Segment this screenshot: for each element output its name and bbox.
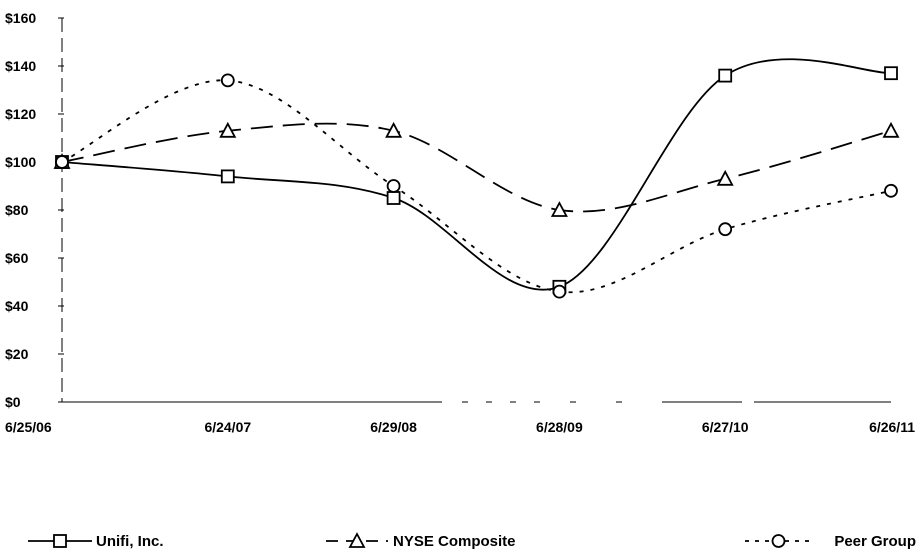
- series-1: [53, 121, 900, 217]
- data-point-marker: [882, 121, 900, 138]
- y-tick-label: $40: [5, 298, 29, 314]
- x-tick-label: 6/29/08: [370, 419, 417, 435]
- series-0: [55, 58, 898, 294]
- x-tick-label: 6/28/09: [536, 419, 583, 435]
- legend-label: Peer Group: [834, 533, 916, 550]
- series-line: [61, 79, 892, 294]
- y-tick-label: $0: [5, 394, 21, 410]
- legend-entry: Unifi, Inc.: [28, 533, 164, 550]
- series-2: [55, 73, 898, 299]
- data-point-marker: [386, 191, 401, 205]
- data-point-marker: [552, 284, 567, 299]
- data-point-marker: [55, 155, 69, 169]
- legend-label: Unifi, Inc.: [96, 533, 164, 550]
- legend-entry: Peer Group: [745, 533, 916, 550]
- data-point-marker: [220, 169, 235, 184]
- y-tick-label: $100: [5, 154, 36, 170]
- data-point-marker: [385, 121, 403, 138]
- data-point-marker: [550, 201, 568, 217]
- y-tick-label: $160: [5, 10, 36, 26]
- x-tick-label: 6/24/07: [204, 419, 251, 435]
- legend: Unifi, Inc. NYSE Composite Peer Group: [28, 532, 916, 550]
- series-line: [61, 58, 892, 291]
- legend-marker: [53, 534, 67, 548]
- data-point-marker: [718, 222, 733, 237]
- data-point-marker: [220, 73, 235, 88]
- y-tick-label: $120: [5, 106, 36, 122]
- data-point-marker: [884, 66, 898, 81]
- series-line: [61, 122, 892, 213]
- x-axis: 6/25/06 6/24/07 6/29/08 6/28/09 6/27/10 6/26/…: [5, 401, 915, 435]
- y-tick-label: $20: [5, 346, 29, 362]
- legend-marker: [348, 532, 366, 548]
- legend-entry: NYSE Composite: [326, 532, 516, 550]
- data-point-marker: [716, 169, 734, 186]
- legend-marker: [771, 534, 786, 548]
- y-tick-label: $140: [5, 58, 36, 74]
- y-tick-label: $80: [5, 202, 29, 218]
- y-axis: $0 $20 $40 $60 $80 $100 $120 $140 $160: [5, 10, 64, 410]
- x-tick-label: 6/26/11: [869, 419, 915, 435]
- y-tick-label: $60: [5, 250, 29, 266]
- data-point-marker: [718, 68, 733, 83]
- data-point-marker: [884, 183, 898, 198]
- data-point-marker: [386, 179, 401, 193]
- data-point-marker: [219, 121, 237, 138]
- series-layer: [53, 58, 900, 299]
- legend-label: NYSE Composite: [393, 533, 516, 550]
- x-tick-label: 6/27/10: [702, 419, 749, 435]
- x-tick-label: 6/25/06: [5, 419, 52, 435]
